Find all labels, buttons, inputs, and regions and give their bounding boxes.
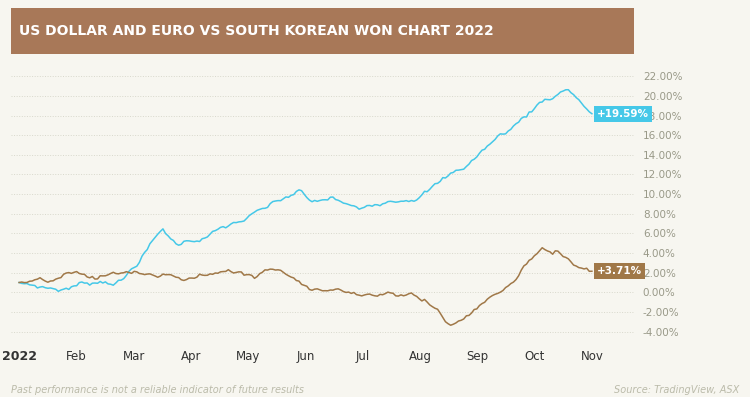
Text: +19.59%: +19.59% xyxy=(597,109,650,119)
Text: Past performance is not a reliable indicator of future results: Past performance is not a reliable indic… xyxy=(11,385,304,395)
Text: Source: TradingView, ASX: Source: TradingView, ASX xyxy=(614,385,739,395)
Text: +3.71%: +3.71% xyxy=(597,266,642,276)
Text: US DOLLAR AND EURO VS SOUTH KOREAN WON CHART 2022: US DOLLAR AND EURO VS SOUTH KOREAN WON C… xyxy=(19,24,494,38)
